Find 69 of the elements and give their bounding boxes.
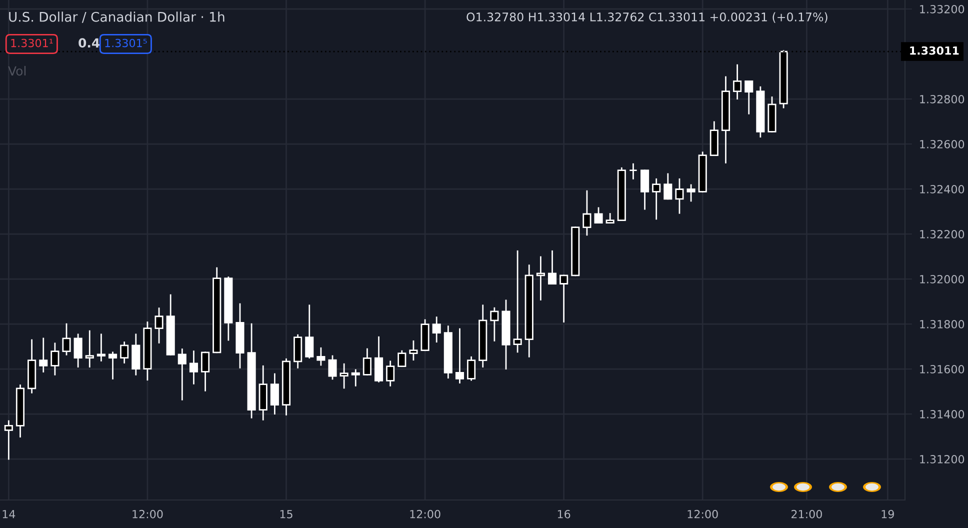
x-tick-label: 15	[280, 510, 292, 518]
x-tick-label: 19	[882, 510, 894, 518]
y-tick-label: 1.31200	[920, 455, 964, 464]
candlestick	[675, 178, 684, 214]
candlestick	[62, 323, 71, 356]
x-tick-label: 12:00	[410, 510, 440, 518]
candlestick	[96, 334, 106, 362]
candlestick	[467, 356, 476, 381]
x-tick-label: 16	[558, 510, 570, 518]
candlestick	[39, 338, 48, 372]
candlestick	[490, 307, 499, 342]
candlestick	[652, 178, 661, 220]
candlestick	[733, 64, 742, 100]
y-tick-label: 1.32000	[920, 275, 964, 284]
annotation: Vol	[8, 66, 26, 76]
candlestick	[120, 342, 129, 364]
candlestick	[85, 330, 94, 368]
candlestick	[606, 213, 614, 224]
x-tick-label: 21:00	[791, 510, 822, 518]
candlestick	[536, 256, 545, 300]
candlestick	[4, 420, 13, 460]
candlestick	[201, 352, 210, 392]
candlestick	[178, 348, 186, 400]
candlestick	[50, 342, 60, 376]
y-tick-label: 1.33200	[920, 4, 964, 14]
candlestick	[664, 173, 672, 200]
y-tick-label: 1.32200	[920, 230, 964, 238]
annotation: 1.3301¹	[11, 38, 53, 48]
candlestick	[189, 350, 198, 384]
candlestick	[628, 163, 638, 180]
candlestick	[270, 373, 279, 415]
y-tick-label: 1.31800	[920, 320, 964, 328]
candlestick	[108, 352, 118, 380]
candlestick	[744, 80, 754, 114]
candlestick	[432, 316, 441, 343]
x-tick-label: 12:00	[132, 510, 163, 518]
y-tick-label: 1.32600	[920, 140, 964, 148]
candlestick	[455, 328, 464, 384]
candlestick	[305, 304, 314, 358]
ref-line-label: 1.33011	[910, 46, 959, 55]
candlestick	[316, 347, 326, 366]
candlestick	[351, 369, 360, 386]
text: U.S. Dollar / Canadian Dollar · 1h	[9, 12, 224, 23]
x-tick-label: 14	[2, 510, 16, 518]
y-tick-label: 1.31600	[920, 365, 964, 374]
candlestick	[340, 363, 348, 389]
candlestick	[154, 308, 164, 344]
x-tick-label: 12:00	[688, 510, 718, 518]
candlestick	[640, 170, 650, 210]
candlestick	[374, 336, 384, 382]
candlestick	[132, 334, 140, 376]
y-tick-label: 1.32400	[920, 184, 964, 194]
y-tick-label: 1.31400	[920, 410, 964, 418]
candlestick	[328, 355, 337, 380]
candlestick	[362, 348, 372, 376]
candlestick	[409, 340, 418, 361]
candlestick	[74, 334, 82, 368]
candlestick	[548, 250, 557, 284]
candlestick	[398, 350, 406, 368]
annotation: 0.4	[78, 38, 100, 48]
y-tick-label: 1.32800	[920, 94, 964, 104]
candlestick	[560, 274, 568, 322]
candlestick	[386, 360, 395, 386]
candlestick	[513, 250, 522, 353]
candlestick	[582, 190, 592, 236]
annotation: O1.32780 H1.33014 L1.32762 C1.33011 +0.00231 (+0.17%)	[466, 12, 828, 23]
annotation: 1.3301⁵	[105, 38, 147, 48]
candlestick	[594, 207, 603, 224]
candlestick	[686, 184, 696, 202]
